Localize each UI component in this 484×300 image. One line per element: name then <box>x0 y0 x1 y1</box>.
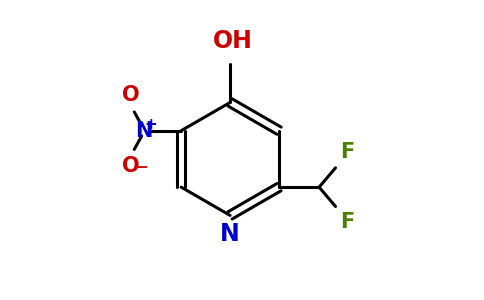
Text: OH: OH <box>213 28 253 52</box>
Text: −: − <box>136 160 148 175</box>
Text: F: F <box>340 142 354 163</box>
Text: O: O <box>122 85 140 105</box>
Text: +: + <box>144 117 157 132</box>
Text: F: F <box>340 212 354 232</box>
Text: N: N <box>220 222 240 246</box>
Text: O: O <box>122 156 140 176</box>
Text: N: N <box>136 121 153 141</box>
